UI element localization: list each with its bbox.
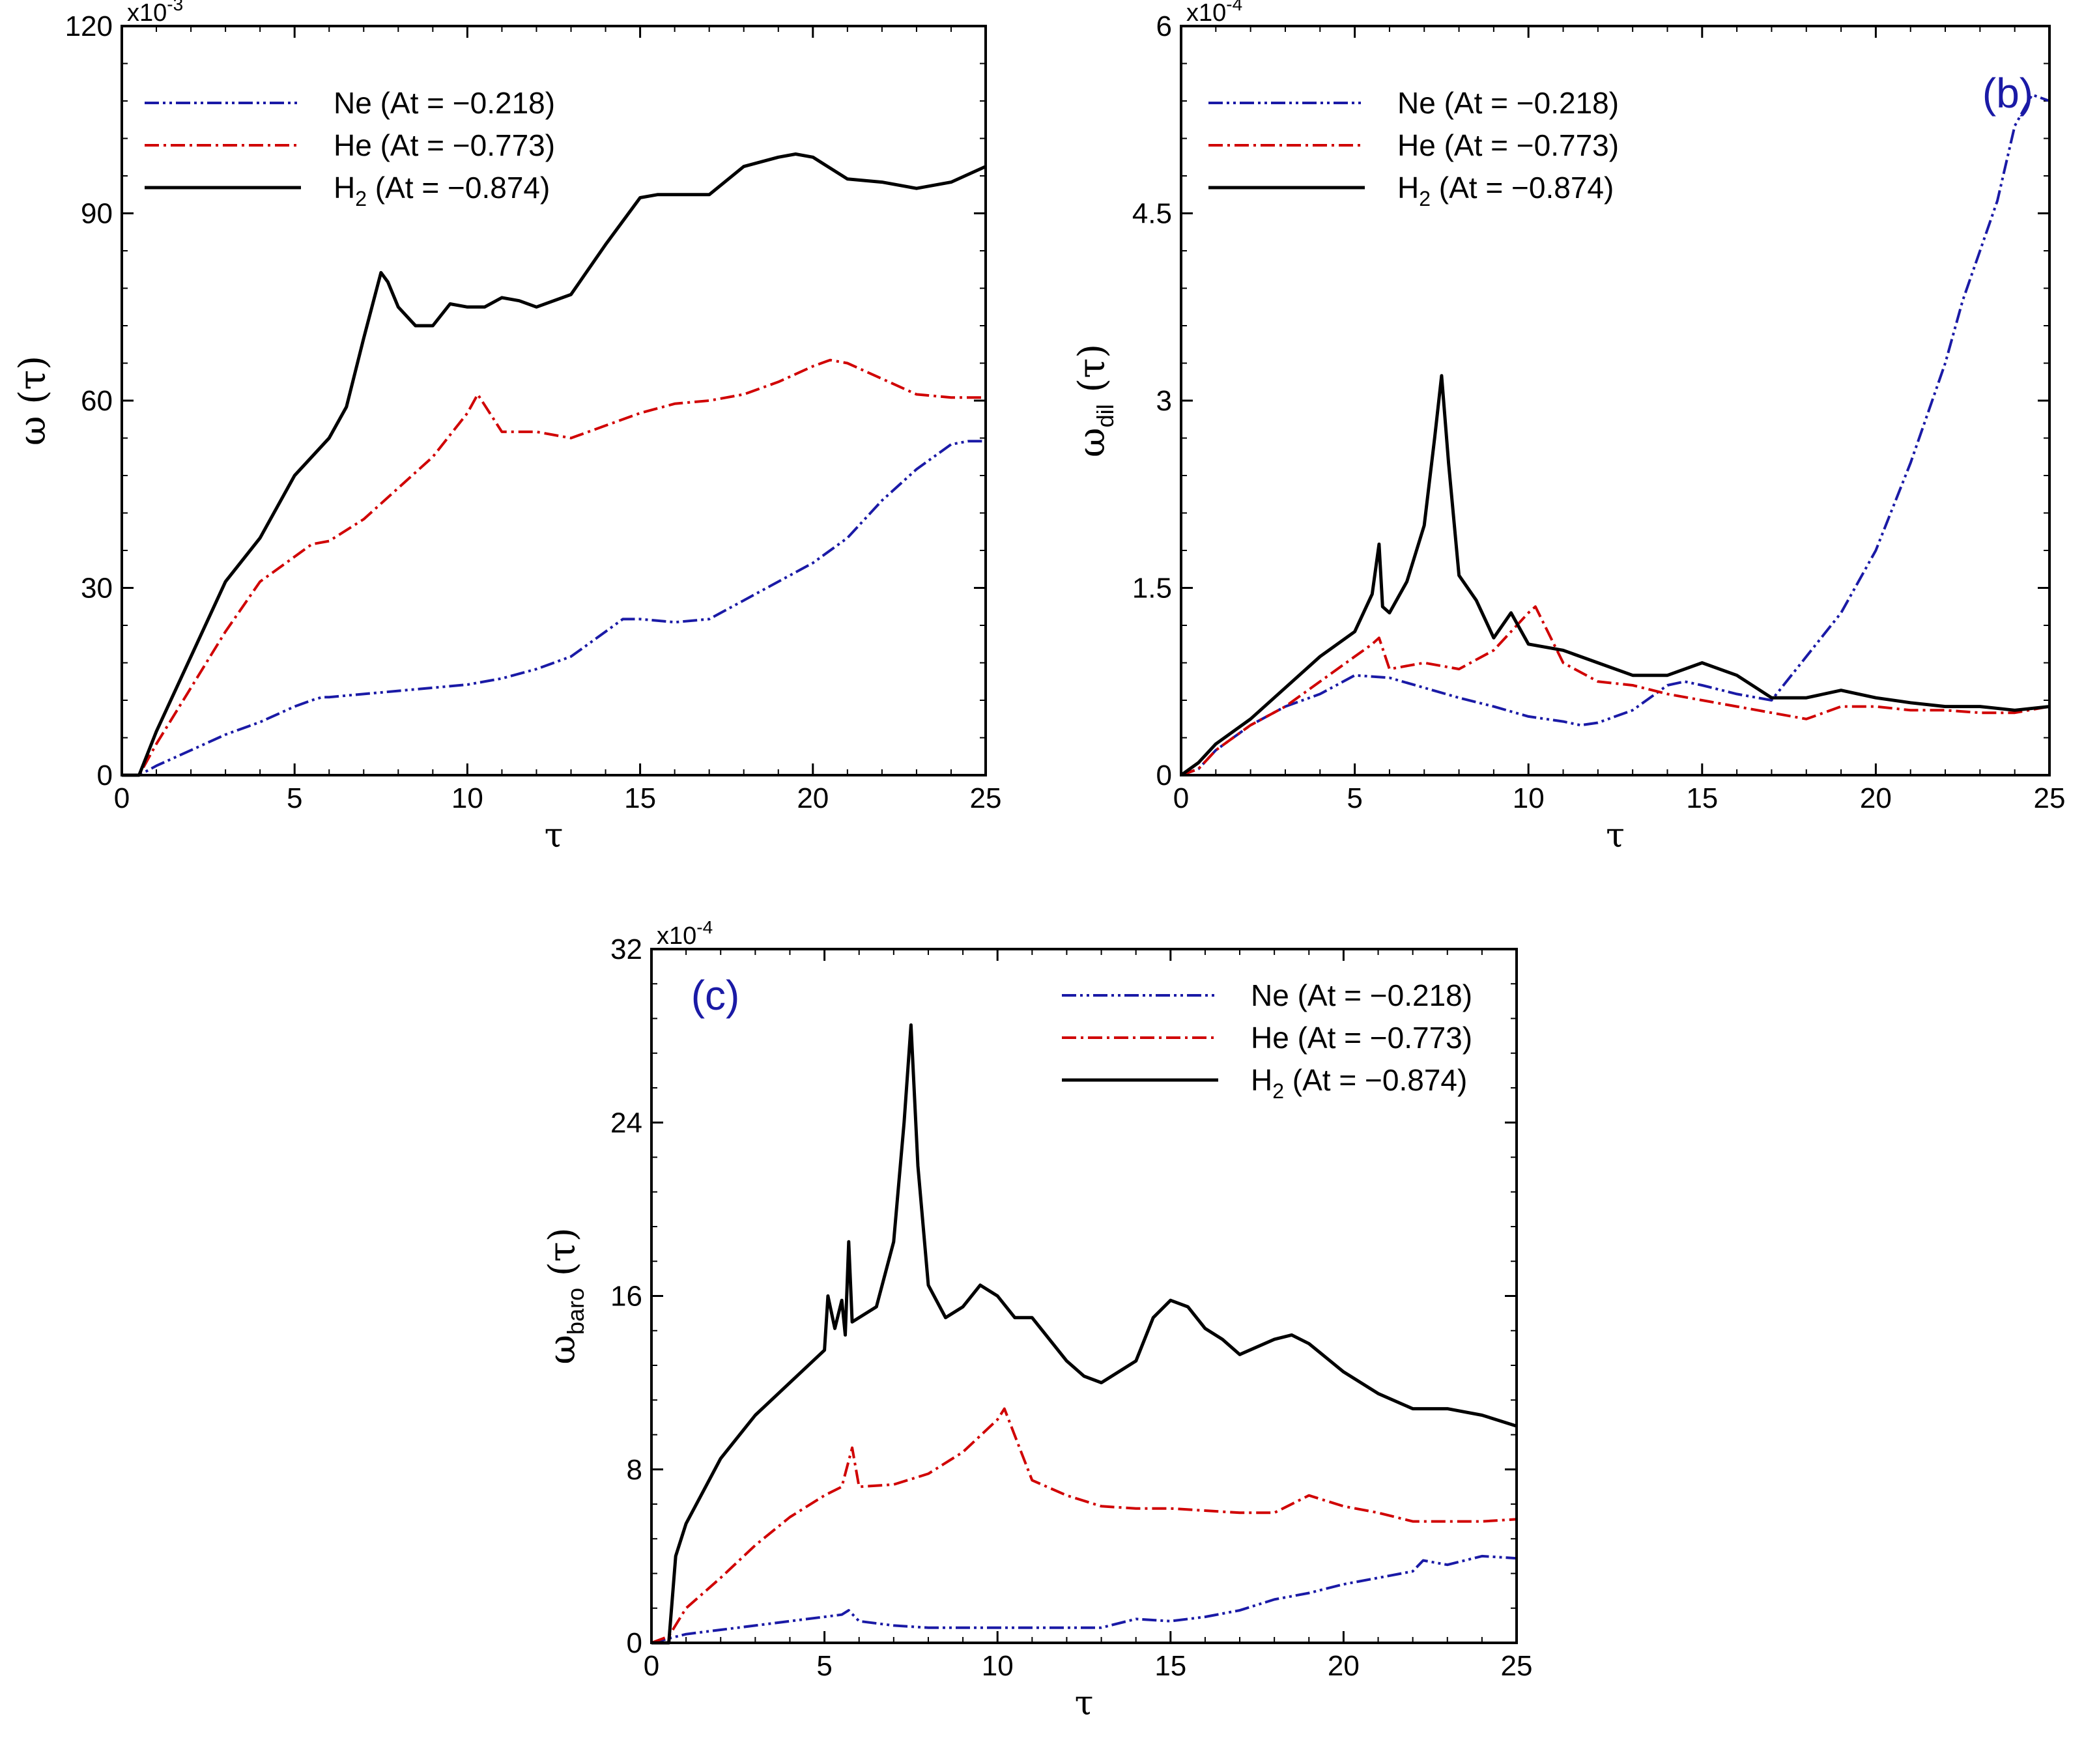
x-tick-label: 0	[644, 1650, 659, 1682]
chart-panel-c: 0 5 10 15 20 25 0 8 16 24 32 x10-4 τ ωbaro (τ) Ne (At …	[541, 917, 1532, 1723]
x-tick-label: 25	[1501, 1650, 1533, 1682]
x-tick-label: 5	[1347, 782, 1362, 814]
y-tick-label: 4.5	[1132, 198, 1172, 230]
y-axis-label: ωbaro (τ)	[541, 1227, 589, 1364]
y-axis-label-subscript: baro	[562, 1288, 589, 1335]
x-tick-label: 5	[287, 782, 302, 814]
y-multiplier-exponent: -4	[696, 917, 713, 937]
legend: Ne (At = −0.218) He (At = −0.773) H2 (At =…	[1062, 978, 1472, 1103]
y-multiplier-exponent: -3	[167, 0, 183, 14]
y-tick-label: 8	[627, 1454, 642, 1486]
y-tick-label: 24	[610, 1107, 642, 1139]
legend-entry-text: H	[334, 171, 355, 205]
x-tick-label: 15	[624, 782, 656, 814]
legend-entry: Ne (At = −0.218)	[1397, 86, 1619, 120]
legend-entry: He (At = −0.773)	[1251, 1021, 1472, 1055]
series-line-he	[122, 358, 986, 776]
y-axis-label: ω (τ)	[12, 356, 54, 446]
x-tick-label: 15	[1154, 1650, 1186, 1682]
x-axis-label: τ	[545, 816, 564, 855]
legend-entry: He (At = −0.773)	[1397, 128, 1619, 162]
legend-entry: H2 (At = −0.874)	[334, 171, 550, 210]
chart-panel-b: 0 5 10 15 20 25 0 1.5 3 4.5 6 x10-4 τ ωdil (τ) Ne (At …	[1071, 0, 2065, 855]
y-tick-label: 6	[1156, 10, 1172, 42]
plot-frame	[1180, 25, 2051, 776]
y-multiplier: x10-4	[1186, 0, 1242, 27]
legend-entry: He (At = −0.773)	[334, 128, 555, 162]
legend-entry: Ne (At = −0.218)	[1251, 978, 1472, 1012]
y-tick-label: 60	[81, 385, 113, 417]
y-tick-label: 0	[97, 760, 113, 791]
plot-frame	[121, 25, 987, 776]
series-line-h2	[1180, 374, 2050, 777]
y-axis-label-symbol: ω	[12, 416, 54, 446]
series-line-h2	[651, 1023, 1517, 1645]
legend-entry-subscript: 2	[355, 187, 367, 210]
y-multiplier: x10-4	[657, 917, 713, 950]
legend: Ne (At = −0.218) He (At = −0.773) H2 (At =…	[145, 86, 555, 210]
series-line-h2	[122, 152, 987, 777]
x-tick-label: 0	[114, 782, 130, 814]
series-line-ne	[651, 1554, 1517, 1644]
y-axis-label-argument: (τ)	[12, 356, 54, 416]
y-axis-label-argument: (τ)	[1071, 344, 1113, 404]
legend-entry-text: H	[1397, 171, 1419, 205]
y-tick-label: 120	[65, 10, 113, 42]
y-tick-label: 90	[81, 198, 113, 230]
series-line-he	[651, 1407, 1517, 1644]
y-multiplier: x10-3	[127, 0, 183, 27]
y-tick-label: 0	[1156, 760, 1172, 791]
y-axis-label-argument: (τ)	[541, 1227, 584, 1287]
x-axis-label: τ	[1606, 816, 1625, 855]
x-tick-label: 10	[451, 782, 483, 814]
x-tick-label: 20	[1860, 782, 1892, 814]
y-tick-label: 1.5	[1132, 573, 1172, 605]
panel-label: (c)	[691, 972, 740, 1019]
chart-panel-a: 0 5 10 15 20 25 0 30 60 90 120 x10-3 τ ω (τ) Ne (At = …	[12, 0, 1001, 855]
y-tick-label: 30	[81, 573, 113, 605]
x-tick-label: 15	[1686, 782, 1718, 814]
plot-frame	[650, 948, 1518, 1644]
legend-entry-subscript: 2	[1419, 187, 1431, 210]
y-tick-label: 16	[610, 1281, 642, 1313]
series-line-he	[1180, 605, 2050, 776]
x-tick-label: 25	[2034, 782, 2066, 814]
x-tick-label: 10	[1513, 782, 1545, 814]
y-axis-label-symbol: ω	[541, 1335, 584, 1365]
legend-entry-subscript: 2	[1272, 1079, 1284, 1103]
series-line-ne	[122, 440, 986, 776]
legend-entry: H2 (At = −0.874)	[1397, 171, 1614, 210]
panel-label: (b)	[1982, 70, 2033, 117]
y-tick-label: 3	[1156, 385, 1172, 417]
x-tick-label: 20	[797, 782, 829, 814]
x-tick-label: 25	[970, 782, 1002, 814]
y-multiplier-exponent: -4	[1226, 0, 1242, 14]
y-axis-label-subscript: dil	[1092, 404, 1119, 427]
legend-entry-text: (At = −0.874)	[367, 171, 550, 205]
legend-entry-text: H	[1251, 1063, 1272, 1097]
legend-entry-text: (At = −0.874)	[1431, 171, 1614, 205]
legend-entry: Ne (At = −0.218)	[334, 86, 555, 120]
y-tick-label: 32	[610, 933, 642, 965]
x-tick-label: 20	[1328, 1650, 1360, 1682]
x-axis-label: τ	[1075, 1684, 1094, 1723]
y-axis-label-symbol: ω	[1071, 427, 1113, 457]
y-tick-label: 0	[627, 1627, 642, 1659]
x-tick-label: 0	[1173, 782, 1189, 814]
legend: Ne (At = −0.218) He (At = −0.773) H2 (At =…	[1208, 86, 1619, 210]
y-axis-label: ωdil (τ)	[1071, 344, 1119, 457]
x-tick-label: 10	[982, 1650, 1014, 1682]
x-tick-label: 5	[816, 1650, 832, 1682]
legend-entry-text: (At = −0.874)	[1284, 1063, 1467, 1097]
series-line-ne	[1180, 93, 2050, 776]
legend-entry: H2 (At = −0.874)	[1251, 1063, 1467, 1103]
